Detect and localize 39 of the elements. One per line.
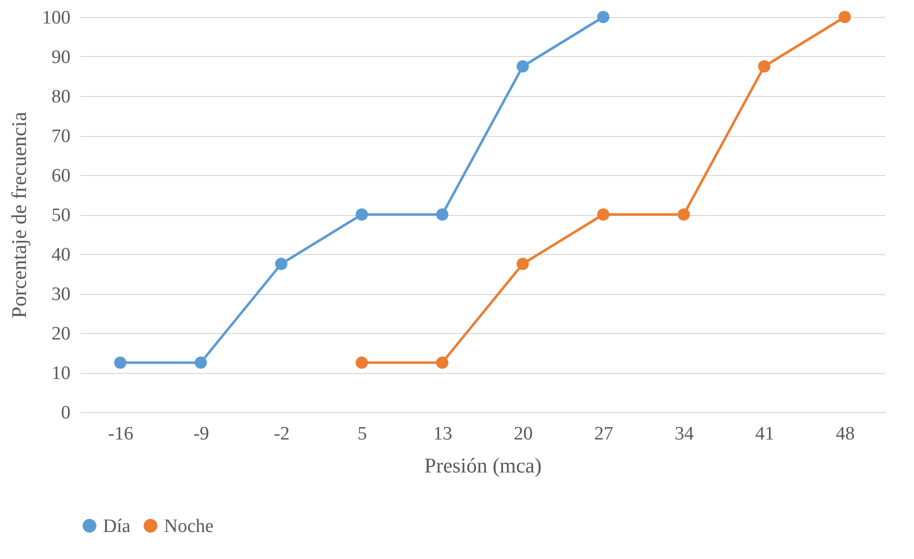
y-axis-title: Porcentaje de frecuencia [7,111,31,318]
point [758,60,770,72]
y-tick-label: 60 [52,166,70,186]
legend-label: Día [103,516,131,537]
point [436,356,448,369]
x-tick-label: 13 [433,424,452,444]
point [678,208,690,221]
point [516,258,529,270]
x-tick-label: 48 [836,424,855,444]
y-tick-label: 80 [52,86,70,108]
y-tick-label: 10 [52,363,70,384]
point [597,208,610,221]
y-tick-label: 50 [52,205,70,226]
x-tick-label: 27 [594,424,614,444]
x-tick-label: 5 [358,424,367,444]
x-tick-label: -16 [108,424,134,444]
point [436,208,448,221]
y-tick-label: 30 [52,284,70,305]
point [838,10,851,24]
legend-label: Noche [164,516,214,537]
x-tick-label: -2 [274,424,290,444]
point [194,356,207,369]
point [356,208,368,221]
y-tick-label: 40 [52,244,70,266]
y-tick-label: 90 [52,47,70,68]
x-tick-label: 20 [514,424,533,444]
y-tick-label: 0 [61,402,70,424]
x-tick-label: 34 [674,424,694,444]
point [356,356,368,369]
x-tick-label: 41 [755,424,774,444]
x-axis-title: Presión (mca) [424,454,542,478]
y-tick-label: 20 [52,324,70,344]
point [275,258,288,270]
y-tick-label: 100 [42,8,70,28]
point [516,60,529,72]
point [597,10,610,24]
y-tick-label: 70 [52,126,70,147]
x-tick-label: -9 [193,424,210,444]
point [114,356,126,369]
